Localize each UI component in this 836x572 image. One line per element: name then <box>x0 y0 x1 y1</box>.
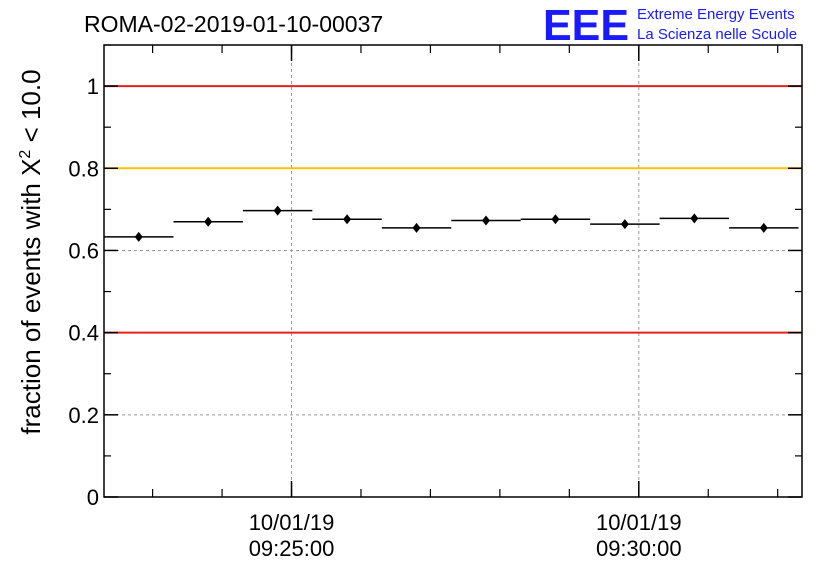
data-point <box>381 222 452 233</box>
y-tick-label: 0.8 <box>68 156 99 181</box>
y-axis-label: fraction of events with X2 < 10.0 <box>16 69 46 434</box>
y-tick-label: 1 <box>87 74 99 99</box>
point-marker <box>204 216 213 227</box>
data-point <box>173 216 243 227</box>
chart-title: ROMA-02-2019-01-10-00037 <box>84 11 383 37</box>
data-point <box>520 214 591 225</box>
eee-logo: EEE Extreme Energy Events La Scienza nel… <box>543 1 797 50</box>
x-tick-time: 09:30:00 <box>596 536 682 561</box>
y-tick-label: 0 <box>87 485 99 510</box>
logo-line2: La Scienza nelle Scuole <box>637 26 797 43</box>
data-point <box>242 205 313 216</box>
point-marker <box>759 222 768 233</box>
point-marker <box>273 205 282 216</box>
data-point <box>659 213 730 224</box>
reference-lines <box>104 85 802 334</box>
y-tick-label: 0.6 <box>68 238 99 263</box>
data-point <box>451 215 521 226</box>
x-tick-date: 10/01/19 <box>249 510 335 535</box>
point-marker <box>412 222 421 233</box>
data-series <box>104 205 799 242</box>
gridlines <box>104 45 802 497</box>
plot-frame <box>103 44 803 498</box>
data-point <box>590 219 660 230</box>
point-marker <box>620 219 629 230</box>
y-tick-label: 0.2 <box>68 403 99 428</box>
data-point <box>729 222 799 233</box>
data-point <box>104 231 174 242</box>
x-tick-time: 09:25:00 <box>249 536 335 561</box>
data-point <box>312 214 382 225</box>
point-marker <box>551 214 560 225</box>
x-tick-date: 10/01/19 <box>596 510 682 535</box>
point-marker <box>690 213 699 224</box>
logo-line1: Extreme Energy Events <box>637 6 795 23</box>
point-marker <box>343 214 352 225</box>
y-tick-label: 0.4 <box>68 321 99 346</box>
point-marker <box>134 231 143 242</box>
point-marker <box>481 215 490 226</box>
axes: 00.20.40.60.8110/01/1909:25:0010/01/1909… <box>68 44 802 561</box>
logo-mark: EEE <box>543 1 629 50</box>
